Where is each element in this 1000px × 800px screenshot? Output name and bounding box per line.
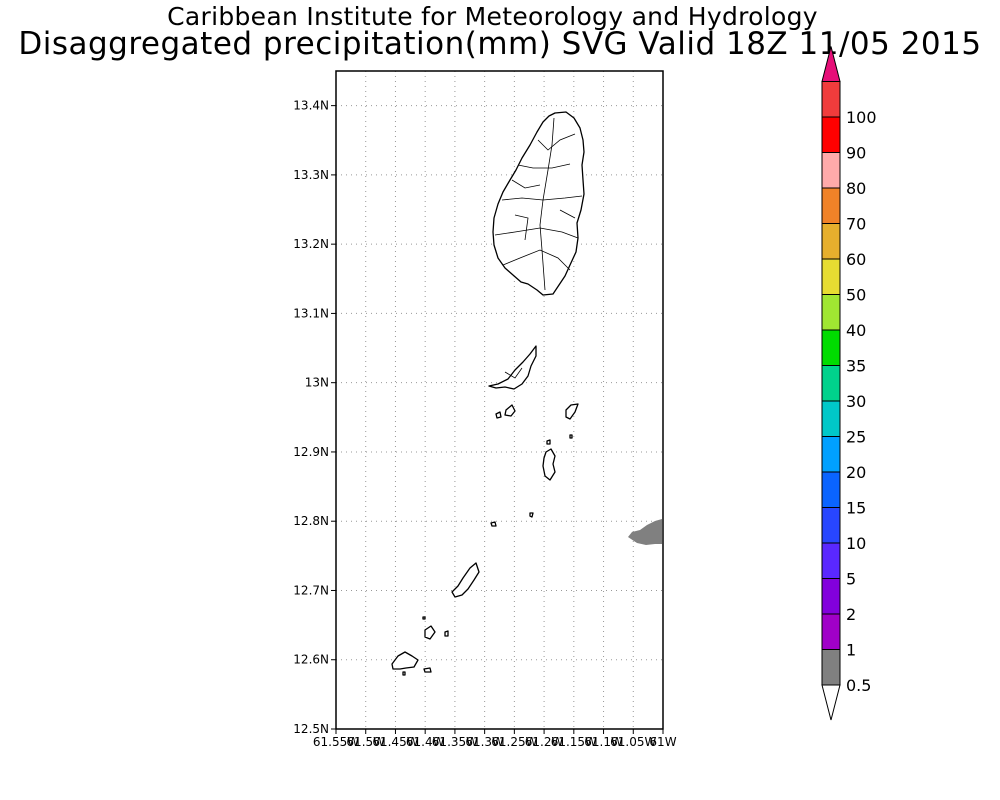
colorbar-label: 50 [846, 286, 866, 305]
colorbar-under-triangle [821, 684, 841, 721]
colorbar-label: 1 [846, 641, 856, 660]
island-small [504, 404, 516, 417]
colorbar-label: 40 [846, 321, 866, 340]
colorbar-label: 90 [846, 144, 866, 163]
island-carriacou [451, 562, 480, 598]
y-axis: 12.5N 12.6N 12.7N 12.8N 12.9N 13N 13.1N 13.2N 13… [293, 99, 336, 736]
island-small [529, 512, 534, 518]
colorbar-swatch [821, 116, 841, 153]
colorbar-swatch [821, 329, 841, 366]
island-small [569, 434, 573, 439]
map-frame [335, 70, 664, 730]
watershed-lines [494, 117, 583, 379]
x-tick-label: 61.05W [610, 735, 656, 749]
colorbar-swatch [821, 400, 841, 437]
coastline [391, 111, 585, 676]
y-tick-label: 13.2N [293, 237, 329, 251]
colorbar-swatch [821, 649, 841, 686]
island-small [424, 625, 436, 640]
colorbar-label: 10 [846, 534, 866, 553]
y-tick-label: 13.1N [293, 306, 329, 320]
colorbar-swatch [821, 365, 841, 402]
island-st-vincent [492, 111, 585, 296]
colorbar-swatch [821, 578, 841, 615]
x-tick-label: 61.25W [491, 735, 537, 749]
colorbar-label: 5 [846, 570, 856, 589]
colorbar-label: 100 [846, 108, 877, 127]
y-tick-label: 13N [305, 376, 329, 390]
x-tick-label: 61.3W [465, 735, 504, 749]
island-small [402, 671, 406, 676]
colorbar-over-triangle [821, 46, 841, 82]
colorbar-label: 70 [846, 215, 866, 234]
y-tick-label: 12.9N [293, 445, 329, 459]
chart-title: Caribbean Institute for Meteorology and … [167, 2, 818, 31]
colorbar-label: 80 [846, 179, 866, 198]
x-tick-label: 61.4W [406, 735, 445, 749]
colorbar-swatch [821, 613, 841, 650]
y-tick-label: 12.5N [293, 722, 329, 736]
y-tick-label: 13.3N [293, 168, 329, 182]
x-tick-label: 61.15W [551, 735, 597, 749]
island-canouan [565, 403, 579, 420]
island-small [422, 616, 426, 620]
colorbar-label: 0.5 [846, 676, 871, 695]
island-small [542, 448, 556, 481]
island-petite-martinique [391, 651, 419, 670]
island-small [490, 521, 497, 527]
y-tick-label: 12.6N [293, 653, 329, 667]
map-grid [335, 71, 664, 730]
y-tick-label: 12.7N [293, 583, 329, 597]
colorbar-swatch [821, 471, 841, 508]
x-tick-label: 61.5W [346, 735, 385, 749]
colorbar-swatch [821, 507, 841, 544]
colorbar-swatch [821, 258, 841, 295]
colorbar-swatch [821, 152, 841, 189]
colorbar-label: 25 [846, 428, 866, 447]
colorbar-label: 15 [846, 499, 866, 518]
y-tick-label: 12.8N [293, 514, 329, 528]
colorbar-label: 30 [846, 392, 866, 411]
x-tick-label: 61.2W [525, 735, 564, 749]
colorbar-swatch [821, 436, 841, 473]
colorbar-label: 20 [846, 463, 866, 482]
colorbar-swatch [821, 223, 841, 260]
x-tick-label: 61.45W [372, 735, 418, 749]
precip-area [628, 519, 662, 545]
colorbar-label: 60 [846, 250, 866, 269]
colorbar-swatch [821, 81, 841, 118]
x-axis: 61.55W61.5W61.45W61.4W61.35W61.3W61.25W6… [313, 729, 677, 749]
x-tick-label: 61.55W [313, 735, 359, 749]
colorbar-swatch [821, 294, 841, 331]
colorbar-swatch [821, 542, 841, 579]
island-small [546, 439, 551, 445]
y-tick-label: 13.4N [293, 99, 329, 113]
colorbar-label: 35 [846, 357, 866, 376]
x-tick-label: 61.35W [432, 735, 478, 749]
island-small [444, 630, 449, 637]
island-small [423, 667, 432, 673]
island-bequia [488, 345, 537, 390]
chart-subtitle: Disaggregated precipitation(mm) SVG Vali… [18, 26, 982, 62]
colorbar-label: 2 [846, 605, 856, 624]
x-tick-label: 61.1W [584, 735, 623, 749]
island-small [495, 411, 502, 419]
x-tick-label: 61W [649, 735, 676, 749]
colorbar-swatch [821, 187, 841, 224]
